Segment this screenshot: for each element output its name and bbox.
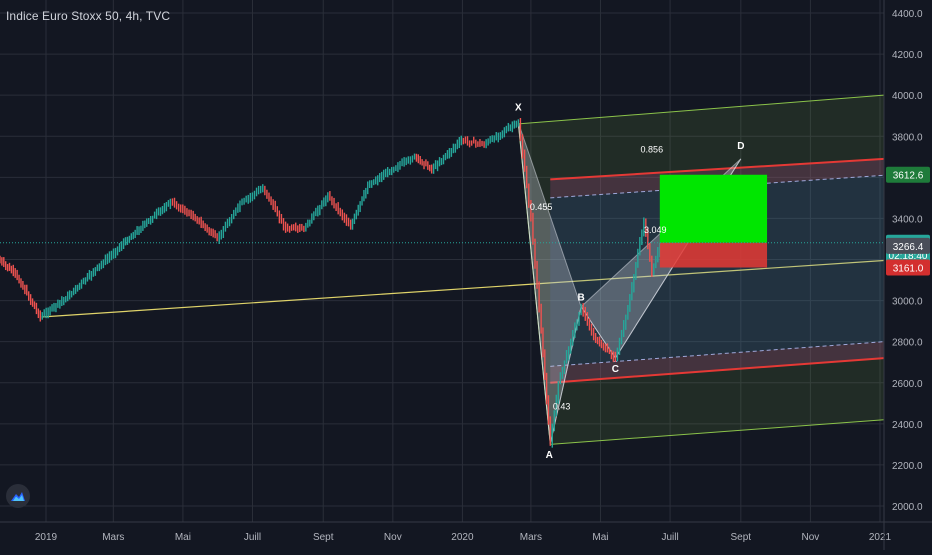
price-label-bg [886, 166, 930, 183]
pitchfork-top-line[interactable] [518, 94, 885, 125]
price-label: 3612.6 [893, 171, 924, 182]
y-tick-label: 2800.0 [892, 338, 923, 349]
tradingview-logo-icon[interactable] [6, 484, 30, 508]
y-tick-label: 4000.0 [892, 91, 923, 102]
x-tick-label: Juill [661, 532, 678, 543]
take-profit-zone[interactable] [659, 174, 768, 243]
x-tick-label: Mai [175, 532, 191, 543]
pitchfork-lower-median[interactable] [550, 357, 885, 384]
price-label-bg [886, 237, 930, 254]
pitchfork[interactable] [517, 94, 885, 445]
point-label-b: B [577, 293, 584, 304]
y-tick-label: 2600.0 [892, 379, 923, 390]
price-series [0, 118, 661, 448]
price-label-bg [886, 259, 930, 276]
price-label: 3161.0 [893, 264, 924, 275]
pitchfork-inner-fill [550, 158, 884, 383]
x-tick-label: 2021 [869, 532, 892, 543]
pitchfork-lower-band [550, 341, 884, 383]
y-tick-label: 3000.0 [892, 297, 923, 308]
x-tick-label: Mars [102, 532, 124, 543]
pitchfork-bottom-line[interactable] [550, 419, 885, 445]
y-tick-label: 4200.0 [892, 50, 923, 61]
x-tick-label: Sept [731, 532, 752, 543]
point-label-c: C [612, 364, 619, 375]
long-position[interactable] [0, 174, 884, 268]
x-tick-label: Nov [802, 532, 820, 543]
chart-title: Indice Euro Stoxx 50, 4h, TVC [6, 9, 171, 23]
pitchfork-outer-fill [518, 95, 884, 445]
y-tick-label: 2000.0 [892, 502, 923, 513]
price-label: 3266.4 [893, 242, 924, 253]
mountain-icon [11, 492, 25, 501]
y-tick-label: 2400.0 [892, 420, 923, 431]
point-label-a: A [546, 450, 553, 461]
ratio-label: 0.856 [641, 145, 664, 155]
trend-line[interactable] [41, 259, 885, 318]
ratio-label: 3.049 [644, 225, 667, 235]
trendline[interactable] [41, 259, 885, 318]
x-tick-label: 2020 [451, 532, 474, 543]
point-label-x: X [515, 102, 522, 113]
x-tick-label: Nov [384, 532, 402, 543]
x-tick-label: 2019 [35, 532, 58, 543]
y-tick-label: 3800.0 [892, 132, 923, 143]
x-tick-label: Mai [592, 532, 608, 543]
y-tick-label: 4400.0 [892, 9, 923, 20]
x-tick-label: Sept [313, 532, 334, 543]
y-tick-label: 2200.0 [892, 461, 923, 472]
stop-loss-zone[interactable] [659, 242, 768, 268]
pitchfork-upper-median[interactable] [550, 157, 885, 181]
price-label: 02:18:40 [889, 251, 928, 262]
x-tick-label: Mars [520, 532, 542, 543]
ratio-label: 0.455 [530, 202, 553, 212]
ratio-label: 0.43 [553, 401, 571, 411]
y-tick-label: 3400.0 [892, 214, 923, 225]
pattern-labels: X A B C D 0.856 0.455 0.43 3.049 [515, 102, 744, 460]
x-tick-label: Juill [244, 532, 261, 543]
point-label-d: D [737, 141, 744, 152]
